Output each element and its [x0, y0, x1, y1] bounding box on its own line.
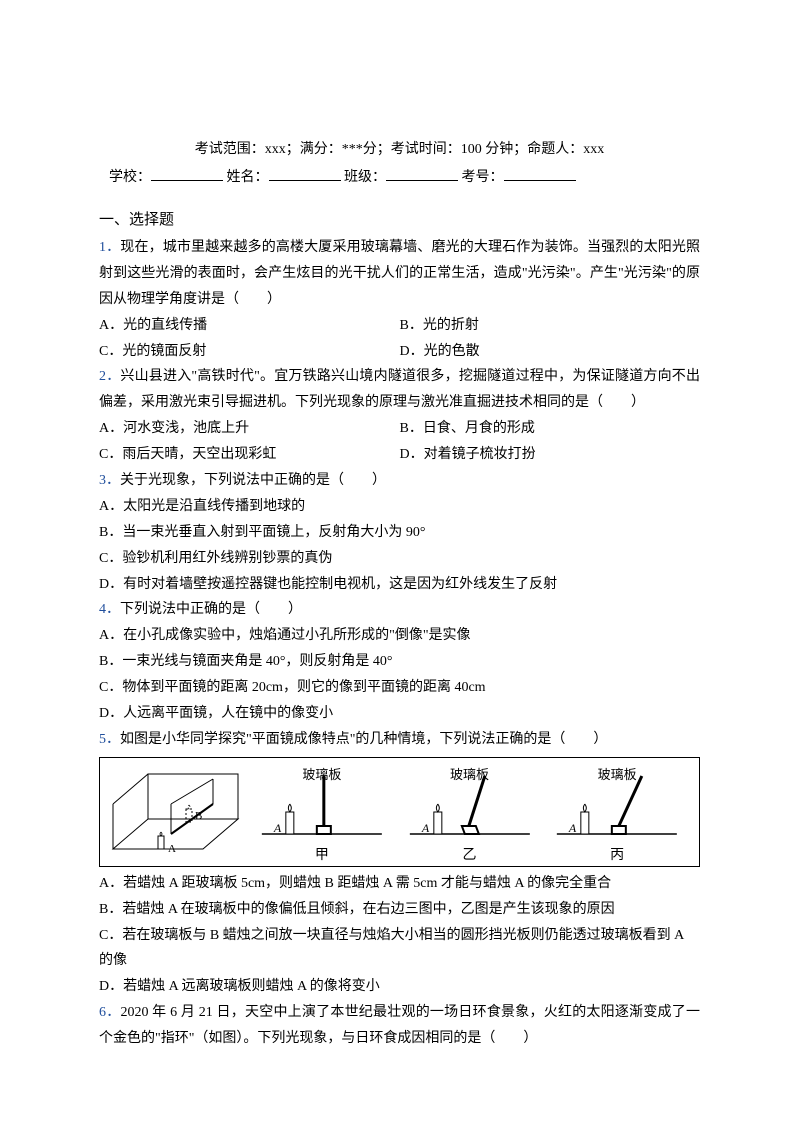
q1-option-b[interactable]: B．光的折射	[400, 313, 701, 339]
question-number: 3．	[99, 473, 120, 488]
candle-b-label: B	[195, 810, 202, 822]
q4-option-d[interactable]: D．人远离平面镜，人在镜中的像变小	[99, 701, 700, 727]
q1-options-row2: C．光的镜面反射 D．光的色散	[99, 339, 700, 365]
q1-options-row1: A．光的直线传播 B．光的折射	[99, 313, 700, 339]
question-text: 如图是小华同学探究"平面镜成像特点"的几种情境，下列说法正确的是（ ）	[120, 732, 607, 747]
question-text: 兴山县进入"高铁时代"。宜万铁路兴山境内隧道很多，挖掘隧道过程中，为保证隧道方向…	[99, 369, 700, 410]
q5-option-a[interactable]: A．若蜡烛 A 距玻璃板 5cm，则蜡烛 B 距蜡烛 A 需 5cm 才能与蜡烛…	[99, 871, 700, 897]
figure-setup-3d: A B	[108, 764, 248, 864]
panel-label-3: 丙	[543, 844, 691, 864]
glass-label-1: 玻璃板	[248, 764, 396, 783]
blank-id[interactable]	[504, 166, 576, 181]
blank-name[interactable]	[269, 166, 341, 181]
question-6: 6．2020 年 6 月 21 日，天空中上演了本世纪最壮观的一场日环食景象，火…	[99, 1000, 700, 1052]
question-number: 1．	[99, 240, 120, 255]
q2-option-b[interactable]: B．日食、月食的形成	[400, 416, 701, 442]
label-class: 班级：	[344, 170, 386, 185]
q5-option-b[interactable]: B．若蜡烛 A 在玻璃板中的像偏低且倾斜，在右边三图中，乙图是产生该现象的原因	[99, 897, 700, 923]
blank-class[interactable]	[386, 166, 458, 181]
question-number: 6．	[99, 1005, 120, 1020]
question-text: 现在，城市里越来越多的高楼大厦采用玻璃幕墙、磨光的大理石作为装饰。当强烈的太阳光…	[99, 240, 700, 307]
q3-option-a[interactable]: A．太阳光是沿直线传播到地球的	[99, 494, 700, 520]
q1-option-c[interactable]: C．光的镜面反射	[99, 339, 400, 365]
section-title-choice: 一、选择题	[99, 208, 700, 229]
panel-label-2: 乙	[396, 844, 544, 864]
question-text: 下列说法中正确的是（ ）	[120, 602, 302, 617]
question-2: 2．兴山县进入"高铁时代"。宜万铁路兴山境内隧道很多，挖掘隧道过程中，为保证隧道…	[99, 364, 700, 416]
q4-option-c[interactable]: C．物体到平面镜的距离 20cm，则它的像到平面镜的距离 40cm	[99, 675, 700, 701]
label-school: 学校：	[109, 170, 151, 185]
svg-text:A: A	[421, 821, 430, 835]
panel-label-1: 甲	[248, 844, 396, 864]
q2-options-row2: C．雨后天晴，天空出现彩虹 D．对着镜子梳妆打扮	[99, 442, 700, 468]
q3-option-c[interactable]: C．验钞机利用红外线辨别钞票的真伪	[99, 546, 700, 572]
question-number: 4．	[99, 602, 120, 617]
question-number: 5．	[99, 732, 120, 747]
label-id: 考号：	[462, 170, 504, 185]
q2-option-c[interactable]: C．雨后天晴，天空出现彩虹	[99, 442, 400, 468]
q3-option-d[interactable]: D．有时对着墙壁按遥控器键也能控制电视机，这是因为红外线发生了反射	[99, 572, 700, 598]
question-3: 3．关于光现象，下列说法中正确的是（ ）	[99, 468, 700, 494]
q2-options-row1: A．河水变浅，池底上升 B．日食、月食的形成	[99, 416, 700, 442]
question-number: 2．	[99, 369, 120, 384]
svg-text:A: A	[568, 821, 577, 835]
label-name: 姓名：	[227, 170, 269, 185]
candle-a-label: A	[168, 843, 176, 855]
question-4: 4．下列说法中正确的是（ ）	[99, 597, 700, 623]
question-text: 2020 年 6 月 21 日，天空中上演了本世纪最壮观的一场日环食景象，火红的…	[99, 1005, 700, 1046]
figure-panel-3: 玻璃板 A 丙	[543, 764, 691, 864]
question-1: 1．现在，城市里越来越多的高楼大厦采用玻璃幕墙、磨光的大理石作为装饰。当强烈的太…	[99, 235, 700, 313]
q5-option-d[interactable]: D．若蜡烛 A 远离玻璃板则蜡烛 A 的像将变小	[99, 974, 700, 1000]
q3-option-b[interactable]: B．当一束光垂直入射到平面镜上，反射角大小为 90°	[99, 520, 700, 546]
question-text: 关于光现象，下列说法中正确的是（ ）	[120, 473, 386, 488]
setup-svg: A B	[108, 764, 248, 864]
q1-option-a[interactable]: A．光的直线传播	[99, 313, 400, 339]
q1-option-d[interactable]: D．光的色散	[400, 339, 701, 365]
q4-option-a[interactable]: A．在小孔成像实验中，烛焰通过小孔所形成的"倒像"是实像	[99, 623, 700, 649]
blank-school[interactable]	[151, 166, 223, 181]
q5-option-c[interactable]: C．若在玻璃板与 B 蜡烛之间放一块直径与烛焰大小相当的圆形挡光板则仍能透过玻璃…	[99, 923, 700, 975]
q5-figure: A B 玻璃板 A 甲 玻璃板	[99, 757, 700, 867]
q2-option-a[interactable]: A．河水变浅，池底上升	[99, 416, 400, 442]
student-info-line: 学校： 姓名： 班级： 考号：	[99, 166, 700, 186]
figure-panel-1: 玻璃板 A 甲	[248, 764, 396, 864]
figure-panel-2: 玻璃板 A 乙	[396, 764, 544, 864]
svg-text:A: A	[273, 821, 282, 835]
glass-label-3: 玻璃板	[543, 764, 691, 783]
exam-page: 考试范围：xxx；满分：***分；考试时间：100 分钟；命题人：xxx 学校：…	[0, 0, 793, 1112]
exam-meta-line: 考试范围：xxx；满分：***分；考试时间：100 分钟；命题人：xxx	[99, 138, 700, 158]
glass-label-2: 玻璃板	[396, 764, 544, 783]
q2-option-d[interactable]: D．对着镜子梳妆打扮	[400, 442, 701, 468]
q4-option-b[interactable]: B．一束光线与镜面夹角是 40°，则反射角是 40°	[99, 649, 700, 675]
question-5: 5．如图是小华同学探究"平面镜成像特点"的几种情境，下列说法正确的是（ ）	[99, 727, 700, 753]
